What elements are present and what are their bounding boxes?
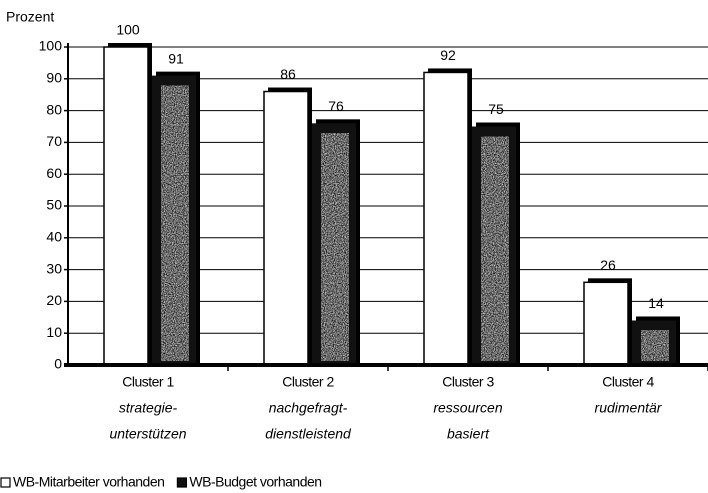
bar-part [263, 90, 309, 366]
bar [103, 43, 152, 366]
value-label: 14 [648, 295, 664, 311]
y-tick-label: 30 [46, 260, 62, 276]
legend-label: WB-Mitarbeiter vorhanden [13, 474, 164, 490]
bar-part [481, 136, 509, 361]
bar [423, 68, 472, 366]
legend-label: WB-Budget vorhanden [189, 474, 321, 490]
bar [152, 71, 200, 366]
bar-part [161, 85, 189, 362]
legend-swatch [0, 477, 11, 488]
y-axis-label: Prozent [6, 9, 54, 25]
value-label: 92 [440, 47, 456, 63]
value-label: 100 [116, 22, 140, 38]
x-tick-label: Cluster 1 [122, 374, 174, 390]
y-tick-label: 70 [46, 133, 62, 149]
y-tick-label: 100 [39, 38, 63, 54]
y-tick-label: 20 [46, 292, 62, 308]
value-label: 75 [488, 101, 504, 117]
category-subtitle: dienstleistend [265, 426, 352, 442]
category-subtitle: basiert [447, 426, 490, 442]
category-subtitle: ressourcen [433, 400, 502, 416]
bar [632, 316, 680, 365]
bar [312, 119, 360, 365]
bar [583, 278, 632, 366]
x-tick-label: Cluster 4 [602, 374, 654, 390]
bar-part [641, 330, 669, 361]
x-tick-label: Cluster 2 [282, 374, 334, 390]
value-label: 86 [280, 66, 296, 82]
y-tick-label: 0 [54, 356, 62, 372]
category-subtitle: unterstützen [109, 426, 186, 442]
y-tick-label: 80 [46, 101, 62, 117]
category-subtitle: rudimentär [595, 400, 663, 416]
x-tick-label: Cluster 3 [442, 374, 494, 390]
legend-swatch [176, 477, 188, 488]
y-tick-label: 10 [46, 324, 62, 340]
bar-part [321, 133, 349, 361]
y-tick-label: 50 [46, 197, 62, 213]
bar [472, 122, 520, 365]
category-subtitle: nachgefragt- [269, 400, 348, 416]
bar [263, 87, 312, 366]
category-subtitle: strategie- [119, 400, 178, 416]
value-label: 91 [168, 50, 184, 66]
value-label: 26 [600, 257, 616, 273]
y-tick-label: 40 [46, 229, 62, 245]
y-tick-label: 60 [46, 165, 62, 181]
bar-part [583, 281, 629, 366]
bar-part [103, 46, 149, 366]
y-tick-label: 90 [46, 70, 62, 86]
value-label: 76 [328, 98, 344, 114]
bar-part [423, 71, 469, 366]
